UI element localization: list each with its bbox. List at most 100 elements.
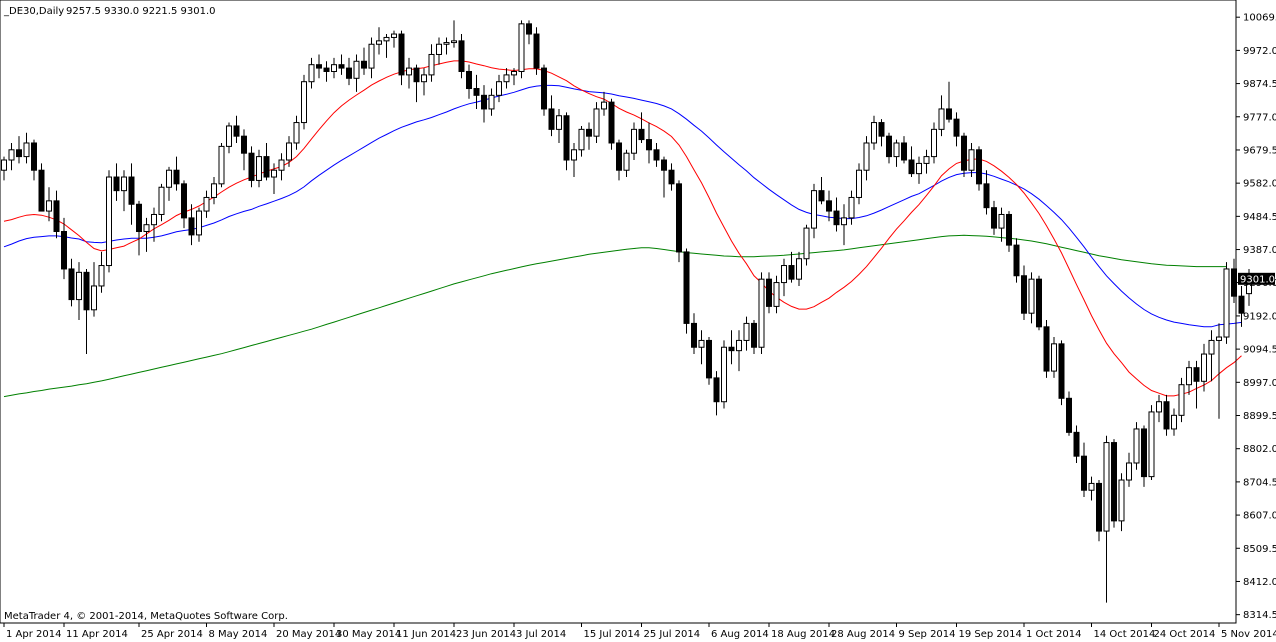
candle-body xyxy=(728,346,735,352)
candle-body xyxy=(841,217,847,226)
candle-body xyxy=(488,94,495,110)
candle xyxy=(31,139,37,181)
candle xyxy=(1118,473,1125,532)
candle-body xyxy=(158,186,165,215)
y-tick-label: 9387.0 xyxy=(1243,245,1276,256)
candle-body xyxy=(563,115,570,161)
candle xyxy=(1036,275,1042,331)
candle xyxy=(1066,391,1072,436)
candle-body xyxy=(466,70,472,90)
candle-body xyxy=(871,122,877,144)
candle xyxy=(1103,435,1110,603)
candle-body xyxy=(278,159,285,171)
candle-body xyxy=(361,60,367,69)
candle xyxy=(1096,480,1102,542)
candle xyxy=(736,330,742,372)
candle xyxy=(241,129,247,171)
candle xyxy=(1163,394,1170,436)
candle xyxy=(218,142,225,188)
candle xyxy=(773,275,780,314)
candle xyxy=(1043,320,1050,378)
candle xyxy=(421,68,427,96)
candle xyxy=(961,132,967,178)
candle-body xyxy=(803,227,810,260)
candle xyxy=(376,27,382,55)
candle-body xyxy=(796,258,802,280)
x-tick-label: 24 Oct 2014 xyxy=(1154,629,1216,640)
candle-body xyxy=(1171,414,1177,430)
candle xyxy=(256,149,262,188)
candle-body xyxy=(83,271,90,311)
y-tick-label: 9679.5 xyxy=(1243,145,1276,156)
candle xyxy=(968,142,975,178)
candle xyxy=(593,102,600,143)
candle-body xyxy=(556,115,562,130)
candle xyxy=(818,177,825,205)
candle xyxy=(1073,425,1080,463)
y-tick-label: 8899.5 xyxy=(1243,411,1276,422)
candle xyxy=(91,262,97,317)
candle xyxy=(788,251,795,283)
candle-body xyxy=(1058,343,1065,399)
candle xyxy=(1006,211,1012,252)
candle xyxy=(1171,408,1177,436)
candle-body xyxy=(398,33,405,76)
y-tick-label: 8412.0 xyxy=(1243,577,1276,588)
candle xyxy=(796,251,802,286)
candle-body xyxy=(421,74,427,83)
candle xyxy=(16,136,22,164)
candle-body xyxy=(428,53,435,76)
candle-body xyxy=(473,88,480,96)
x-tick-label: 6 Aug 2014 xyxy=(711,629,769,640)
candle xyxy=(203,190,210,218)
candle-body xyxy=(218,145,225,185)
candle xyxy=(286,136,292,167)
x-tick-label: 18 Aug 2014 xyxy=(771,629,835,640)
candle-body xyxy=(166,169,172,188)
candle xyxy=(301,74,307,130)
candle xyxy=(1156,394,1162,423)
candle-body xyxy=(766,278,772,307)
candle-body xyxy=(848,196,855,219)
candle-body xyxy=(383,36,390,42)
y-tick-label: 9484.5 xyxy=(1243,212,1276,223)
candle-body xyxy=(946,108,952,120)
candle xyxy=(1126,452,1132,487)
candle-body xyxy=(233,125,240,137)
candle-body xyxy=(668,169,675,185)
candle xyxy=(556,108,562,143)
candle xyxy=(413,64,420,103)
candle-body xyxy=(1096,482,1102,532)
candle-body xyxy=(346,67,352,79)
candle-body xyxy=(196,210,202,236)
candle-body xyxy=(68,268,75,301)
candle xyxy=(121,170,127,212)
candle xyxy=(271,163,277,195)
candle-body xyxy=(526,23,532,35)
candles-layer xyxy=(1,20,1252,603)
candle-body xyxy=(811,190,817,229)
candle-body xyxy=(331,64,337,72)
ohlc-label: 9257.5 9330.0 9221.5 9301.0 xyxy=(66,6,216,17)
candle xyxy=(668,163,675,191)
candle-body xyxy=(1156,401,1162,413)
candle-body xyxy=(1,159,7,171)
candle xyxy=(1111,439,1117,528)
candle xyxy=(653,142,660,167)
candle-body xyxy=(391,33,397,38)
y-tick-label: 10069.5 xyxy=(1243,13,1276,24)
ma-slow-layer xyxy=(3,234,1227,398)
y-tick-label: 8802.0 xyxy=(1243,444,1276,455)
candle-body xyxy=(136,203,142,232)
candle-body xyxy=(406,67,412,76)
candle xyxy=(361,47,367,75)
y-tick-label: 9192.0 xyxy=(1243,311,1276,322)
candle xyxy=(916,156,922,184)
candle xyxy=(616,139,622,181)
candle-body xyxy=(893,142,900,158)
candle-body xyxy=(113,176,120,192)
candle xyxy=(143,217,150,252)
candle xyxy=(706,337,712,385)
x-tick-label: 25 Apr 2014 xyxy=(141,629,203,640)
